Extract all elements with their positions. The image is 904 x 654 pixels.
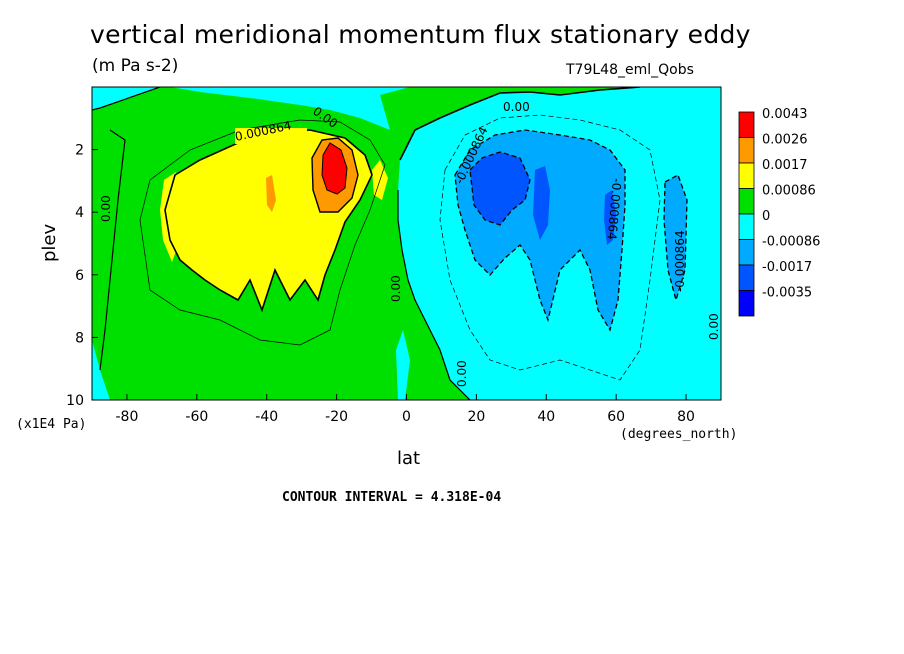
y-tick-label: 2: [75, 143, 84, 159]
x-tick-label: -80: [116, 409, 139, 425]
contour-label-neg-b: -0.000864: [605, 178, 624, 241]
legend-level-label: 0.0017: [762, 158, 808, 173]
contour-label-zero-d: 0.00: [455, 360, 469, 387]
fill-yellow-west: [160, 172, 182, 262]
fill-red-max: [322, 143, 347, 194]
legend-level-label: 0.0026: [762, 133, 808, 148]
chart-units: (m Pa s-2): [92, 56, 179, 76]
contour-label-zero-b: 0.00: [99, 195, 113, 222]
x-axis-label: lat: [397, 448, 420, 469]
contour-label-zero-e: 0.00: [707, 313, 721, 340]
color-legend: 0.0043 0.0026 0.0017 0.00086 0 -0.00086 -0.001…: [738, 107, 820, 317]
run-id-label: T79L48_eml_Qobs: [566, 62, 694, 78]
x-tick-label: 60: [607, 409, 625, 425]
x-tick-label: 0: [402, 409, 411, 425]
legend-swatch: [738, 264, 755, 291]
y-tick-label: 10: [66, 393, 84, 409]
legend-level-label: 0.0043: [762, 107, 808, 122]
y-axis-units: (x1E4 Pa): [16, 417, 86, 432]
contour-label-zero-c: 0.00: [389, 275, 403, 302]
y-axis: 2 4 6 8 10: [66, 143, 98, 409]
fill-cyan-bottomleft: [92, 340, 110, 400]
y-axis-label: plev: [39, 223, 60, 262]
x-tick-label: 80: [677, 409, 695, 425]
x-tick-label: 20: [467, 409, 485, 425]
legend-swatch: [738, 290, 755, 317]
fill-cyan-strip: [396, 330, 410, 400]
x-tick-label: -40: [255, 409, 278, 425]
legend-level-label: 0: [762, 209, 770, 224]
fill-blue2-core: [470, 152, 530, 225]
fill-blue2-east: [604, 190, 616, 245]
contour-label-zero-top: 0.00: [503, 100, 530, 114]
contour-lines: [92, 87, 641, 400]
fill-blue2-mid: [533, 166, 550, 240]
x-tick-label: -60: [185, 409, 208, 425]
fill-cyan-top: [92, 87, 410, 130]
x-axis: -80 -60 -40 -20 0 20 40 60 80: [116, 394, 695, 425]
x-axis-units: (degrees_north): [620, 427, 737, 442]
y-tick-label: 8: [75, 330, 84, 346]
fill-orange-small: [266, 175, 276, 212]
filled-contours: 0.000864 0.00 0.00 0.00 0.00 0.00 0.00 -…: [92, 87, 721, 400]
legend-swatch: [738, 137, 755, 164]
x-tick-label: -20: [325, 409, 348, 425]
y-tick-label: 6: [75, 268, 84, 284]
legend-swatch: [738, 213, 755, 240]
contour-interval: CONTOUR INTERVAL = 4.318E-04: [282, 490, 502, 505]
legend-swatch: [738, 162, 755, 189]
contour-label-neg-c: -0.000864: [673, 230, 687, 292]
legend-level-label: -0.0017: [762, 260, 812, 275]
contour-lines-negative: [439, 114, 688, 381]
legend-level-label: 0.00086: [762, 184, 816, 199]
legend-swatch: [738, 188, 755, 215]
legend-swatch: [738, 111, 755, 138]
legend-level-label: -0.0035: [762, 286, 812, 301]
y-tick-label: 4: [75, 205, 84, 221]
legend-swatch: [738, 239, 755, 266]
label-bg: [235, 128, 307, 144]
x-tick-label: 40: [537, 409, 555, 425]
chart-title: vertical meridional momentum flux statio…: [90, 20, 751, 49]
legend-level-label: -0.00086: [762, 235, 820, 250]
fill-blue1-east: [664, 175, 687, 300]
